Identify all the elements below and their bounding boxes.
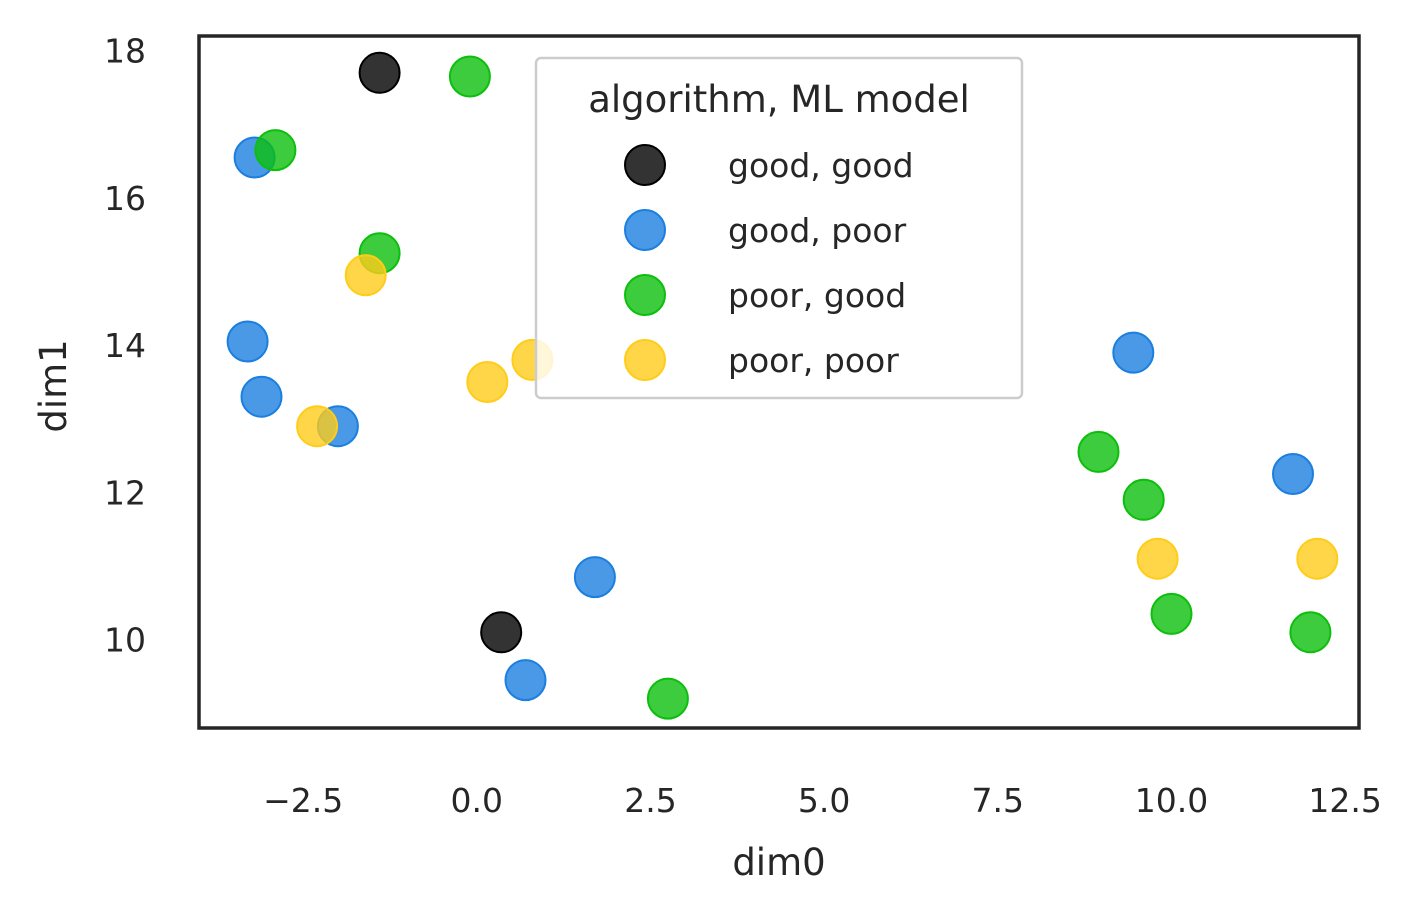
point-series-3-3 bbox=[296, 405, 339, 448]
legend-label: poor, poor bbox=[728, 341, 899, 380]
x-axis-label: dim0 bbox=[732, 841, 825, 884]
legend-label: good, poor bbox=[728, 211, 907, 250]
legend-marker bbox=[624, 274, 666, 316]
legend-marker bbox=[624, 144, 666, 186]
x-tick-label: 2.5 bbox=[624, 781, 676, 820]
x-tick-label: 10.0 bbox=[1135, 781, 1208, 820]
point-series-1-2 bbox=[240, 375, 283, 418]
legend-marker bbox=[624, 339, 666, 381]
y-tick-labels: 10 12 14 16 18 bbox=[104, 32, 146, 660]
point-series-3-2 bbox=[466, 361, 509, 403]
legend-label: good, good bbox=[728, 146, 914, 185]
point-series-1-6 bbox=[1112, 331, 1155, 374]
legend-box bbox=[534, 56, 1024, 400]
point-series-2-1 bbox=[254, 129, 297, 172]
legend: algorithm, ML model good, good good, poor… bbox=[534, 56, 1024, 400]
x-tick-label: 0.0 bbox=[451, 781, 503, 820]
point-series-2-6 bbox=[1289, 611, 1332, 654]
point-series-2-3 bbox=[1077, 430, 1120, 473]
x-tick-labels: −2.5 0.0 2.5 5.0 7.5 10.0 12.5 bbox=[263, 781, 1382, 820]
legend-label: poor, good bbox=[728, 276, 906, 315]
point-series-2-7 bbox=[646, 677, 689, 720]
y-axis-label: dim1 bbox=[32, 339, 75, 432]
x-tick-label: 5.0 bbox=[798, 781, 850, 820]
point-series-3-5 bbox=[1296, 537, 1339, 580]
y-tick-label: 14 bbox=[104, 326, 146, 365]
point-series-1-4 bbox=[573, 556, 616, 599]
y-tick-label: 16 bbox=[104, 179, 146, 218]
points-layer bbox=[226, 51, 1339, 720]
point-series-2-4 bbox=[1122, 478, 1165, 521]
point-series-1-5 bbox=[504, 659, 547, 702]
point-series-3-4 bbox=[1136, 537, 1179, 580]
y-tick-label: 10 bbox=[104, 621, 146, 660]
x-tick-label: −2.5 bbox=[263, 781, 343, 820]
point-series-0-1 bbox=[480, 611, 523, 654]
y-tick-label: 12 bbox=[104, 473, 146, 512]
plot-frame bbox=[197, 34, 1361, 730]
x-tick-label: 12.5 bbox=[1308, 781, 1381, 820]
x-tick-label: 7.5 bbox=[972, 781, 1024, 820]
point-series-2-0 bbox=[448, 55, 491, 98]
point-series-3-0 bbox=[344, 254, 387, 297]
legend-entries: good, good good, poor poor, good poor, poor bbox=[624, 144, 914, 381]
legend-marker bbox=[624, 209, 666, 251]
point-series-0-0 bbox=[358, 51, 401, 94]
y-tick-label: 18 bbox=[104, 32, 146, 71]
legend-title: algorithm, ML model bbox=[588, 78, 970, 121]
point-series-1-7 bbox=[1272, 453, 1314, 495]
point-series-2-5 bbox=[1150, 592, 1193, 635]
point-series-1-1 bbox=[226, 320, 269, 363]
